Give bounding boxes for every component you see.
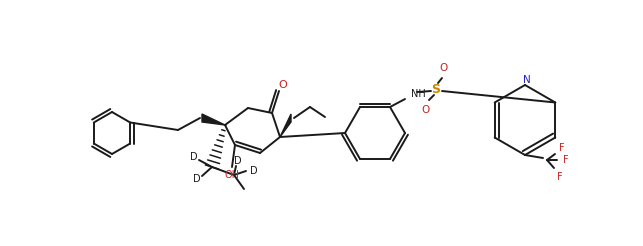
Text: D: D (250, 166, 258, 176)
Text: D: D (190, 152, 198, 162)
Text: F: F (557, 172, 563, 182)
Text: D: D (234, 156, 242, 166)
Polygon shape (202, 114, 225, 125)
Text: O: O (440, 63, 448, 73)
Polygon shape (280, 114, 291, 137)
Text: S: S (431, 82, 440, 95)
Text: O: O (422, 105, 430, 115)
Text: N: N (523, 75, 531, 85)
Text: F: F (563, 155, 569, 165)
Text: D: D (193, 174, 201, 184)
Text: NH: NH (411, 89, 426, 99)
Text: F: F (559, 143, 565, 153)
Text: OH: OH (224, 170, 239, 180)
Text: O: O (278, 80, 287, 90)
